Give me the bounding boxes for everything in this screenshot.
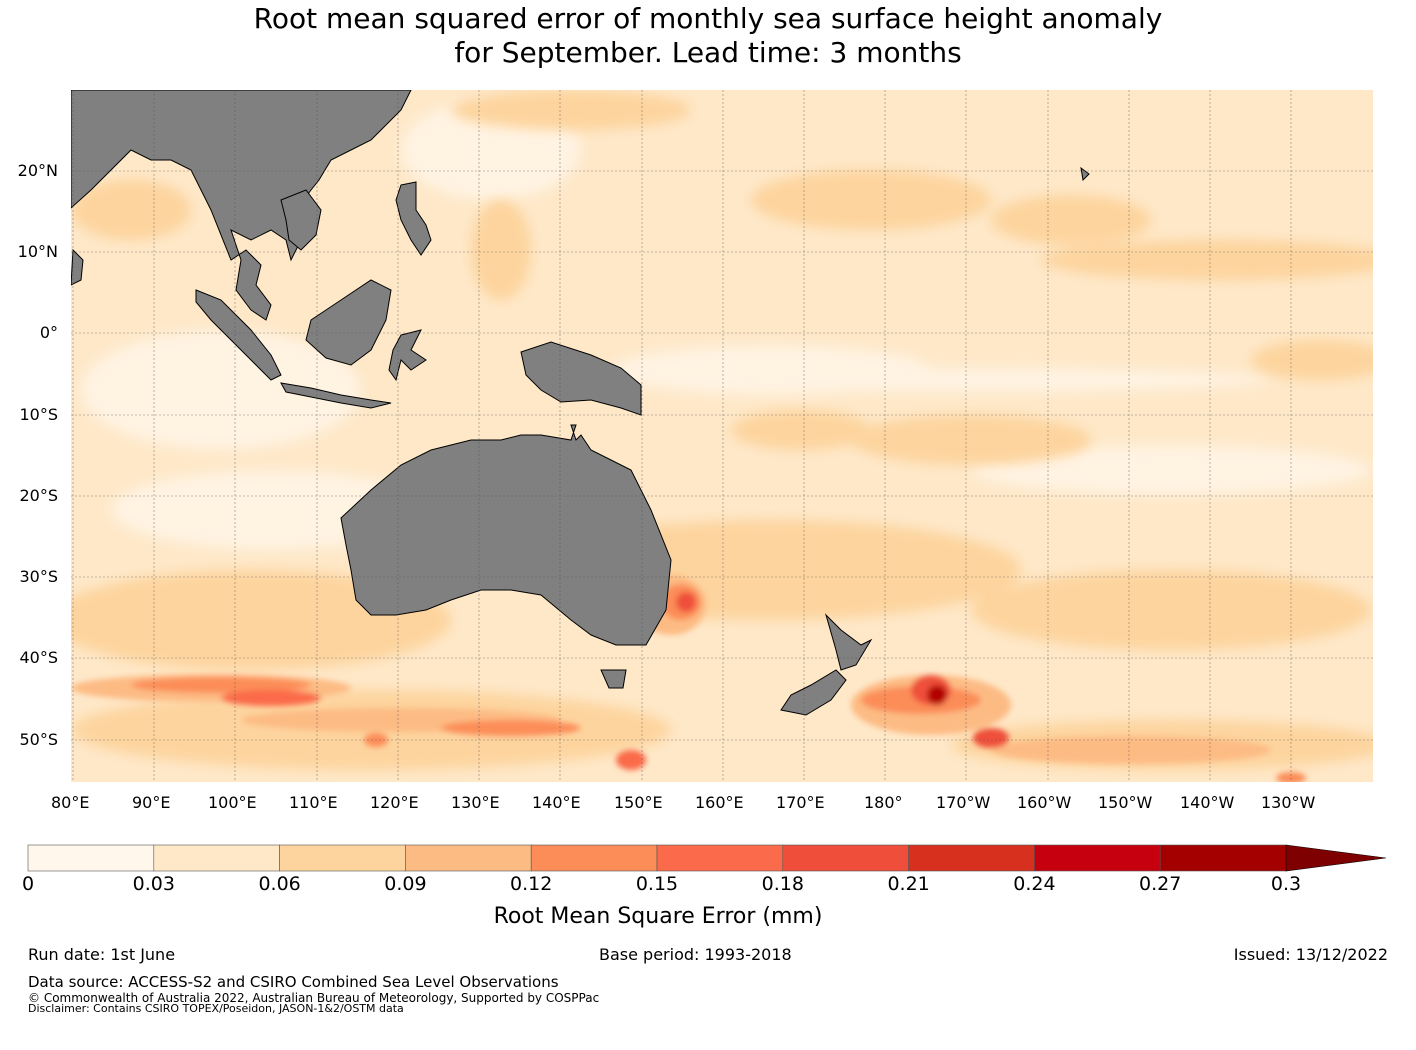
lat-label-40s: 40°S bbox=[19, 648, 58, 667]
lon-label-150e: 150°E bbox=[614, 793, 663, 812]
disclaimer: Disclaimer: Contains CSIRO TOPEX/Poseido… bbox=[28, 1002, 404, 1015]
lon-label-90e: 90°E bbox=[132, 793, 171, 812]
colorbar-tick-label: 0.18 bbox=[761, 873, 804, 895]
issued-date: Issued: 13/12/2022 bbox=[1233, 945, 1388, 964]
moderate-error-zones bbox=[71, 90, 1373, 770]
colorbar-segment bbox=[1159, 844, 1287, 872]
colorbar-tick-label: 0.03 bbox=[132, 873, 175, 895]
java bbox=[280, 382, 392, 409]
lat-label-20s: 20°S bbox=[19, 486, 58, 505]
lon-label-140e: 140°E bbox=[532, 793, 581, 812]
colorbar-label: Root Mean Square Error (mm) bbox=[493, 904, 823, 929]
lon-label-120e: 120°E bbox=[370, 793, 419, 812]
land-masses bbox=[71, 90, 1090, 716]
colorbar-extend-arrow bbox=[1285, 844, 1387, 872]
nz-south-island bbox=[780, 669, 847, 716]
colorbar-segments bbox=[27, 844, 1287, 872]
lat-label-30s: 30°S bbox=[19, 567, 58, 586]
lon-label-110e: 110°E bbox=[289, 793, 338, 812]
australia bbox=[340, 424, 672, 646]
colorbar-tick-label: 0.24 bbox=[1013, 873, 1056, 895]
lon-label-130w: 130°W bbox=[1261, 793, 1316, 812]
new-guinea bbox=[520, 341, 642, 416]
lon-label-170e: 170°E bbox=[776, 793, 825, 812]
asia-mainland bbox=[71, 90, 412, 321]
colorbar-tick-label: 0.3 bbox=[1270, 873, 1302, 895]
lat-label-50s: 50°S bbox=[19, 730, 58, 749]
colorbar-segment bbox=[27, 844, 155, 872]
lon-label-160e: 160°E bbox=[695, 793, 744, 812]
lon-label-130e: 130°E bbox=[451, 793, 500, 812]
colorbar-segment bbox=[279, 844, 406, 872]
lon-label-140w: 140°W bbox=[1180, 793, 1235, 812]
colorbar-segment bbox=[153, 844, 280, 872]
lat-label-10s: 10°S bbox=[19, 405, 58, 424]
copyright: © Commonwealth of Australia 2022, Austra… bbox=[28, 991, 600, 1005]
colorbar-tick-label: 0.09 bbox=[384, 873, 427, 895]
colorbar-segment bbox=[656, 844, 784, 872]
lon-label-100e: 100°E bbox=[208, 793, 257, 812]
lon-label-150w: 150°W bbox=[1098, 793, 1153, 812]
philippines bbox=[395, 181, 432, 256]
colorbar-tick-label: 0 bbox=[21, 873, 35, 895]
nz-north-island bbox=[824, 613, 873, 671]
colorbar-tick-label: 0.21 bbox=[887, 873, 930, 895]
colorbar-tick-label: 0.12 bbox=[510, 873, 553, 895]
base-period: Base period: 1993-2018 bbox=[599, 945, 792, 964]
lon-label-170w: 170°W bbox=[936, 793, 991, 812]
colorbar-segment bbox=[405, 844, 532, 872]
lon-label-180: 180° bbox=[864, 793, 903, 812]
lat-label-20n: 20°N bbox=[17, 161, 58, 180]
colorbar-segment bbox=[908, 844, 1035, 872]
lat-label-0: 0° bbox=[39, 323, 58, 342]
borneo bbox=[305, 279, 392, 366]
lon-label-160w: 160°W bbox=[1017, 793, 1072, 812]
chart-title: Root mean squared error of monthly sea s… bbox=[0, 2, 1416, 70]
data-source: Data source: ACCESS-S2 and CSIRO Combine… bbox=[28, 973, 559, 991]
indochina bbox=[280, 189, 322, 251]
colorbar-tick-label: 0.27 bbox=[1139, 873, 1182, 895]
tasmania bbox=[600, 669, 627, 689]
run-date: Run date: 1st June bbox=[28, 945, 176, 964]
sumatra bbox=[195, 289, 282, 381]
colorbar-tick-label: 0.06 bbox=[258, 873, 301, 895]
colorbar-tick-label: 0.15 bbox=[635, 873, 679, 895]
sea-level-rmse-map bbox=[71, 90, 1373, 782]
lon-label-80e: 80°E bbox=[51, 793, 90, 812]
colorbar-segment bbox=[530, 844, 658, 872]
colorbar-segment bbox=[782, 844, 909, 872]
low-error-zones bbox=[81, 100, 1371, 550]
map-gridlines bbox=[71, 90, 1373, 782]
colorbar-segment bbox=[1034, 844, 1161, 872]
title-line-2: for September. Lead time: 3 months bbox=[454, 36, 962, 69]
title-line-1: Root mean squared error of monthly sea s… bbox=[253, 2, 1163, 35]
sri-lanka bbox=[71, 248, 84, 286]
lat-label-10n: 10°N bbox=[17, 242, 58, 261]
colorbar bbox=[27, 844, 1387, 872]
